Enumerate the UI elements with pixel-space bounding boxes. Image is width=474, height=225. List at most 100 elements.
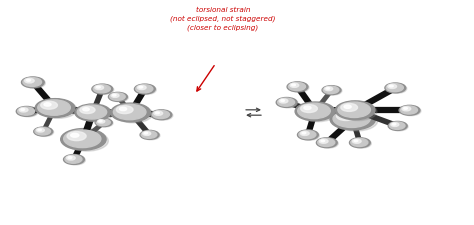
Circle shape: [298, 103, 330, 119]
Circle shape: [83, 108, 89, 111]
Circle shape: [38, 100, 70, 115]
Circle shape: [18, 107, 35, 115]
Circle shape: [340, 113, 348, 117]
Circle shape: [24, 78, 46, 88]
Circle shape: [279, 99, 288, 103]
Circle shape: [109, 92, 128, 101]
Circle shape: [321, 140, 325, 142]
Circle shape: [301, 131, 309, 135]
Circle shape: [317, 138, 337, 148]
Circle shape: [115, 105, 153, 123]
Circle shape: [322, 86, 341, 94]
Circle shape: [302, 132, 306, 134]
Circle shape: [92, 84, 113, 94]
Circle shape: [388, 84, 397, 88]
Circle shape: [137, 86, 146, 90]
Circle shape: [351, 138, 368, 146]
Circle shape: [325, 87, 333, 91]
Circle shape: [335, 111, 378, 131]
Circle shape: [111, 103, 151, 122]
Circle shape: [18, 108, 38, 117]
Circle shape: [71, 133, 79, 137]
Circle shape: [143, 132, 151, 135]
Circle shape: [23, 78, 42, 86]
Circle shape: [36, 128, 45, 132]
Circle shape: [152, 110, 169, 119]
Circle shape: [35, 128, 51, 135]
Circle shape: [142, 131, 160, 140]
Circle shape: [135, 84, 155, 94]
Circle shape: [95, 119, 112, 127]
Circle shape: [304, 106, 311, 110]
Circle shape: [318, 138, 335, 146]
Circle shape: [75, 104, 111, 121]
Circle shape: [300, 131, 319, 140]
Circle shape: [117, 106, 133, 114]
Circle shape: [386, 84, 403, 92]
Circle shape: [330, 108, 375, 130]
Circle shape: [390, 122, 408, 131]
Circle shape: [388, 122, 407, 130]
Circle shape: [344, 105, 351, 108]
Circle shape: [385, 83, 406, 93]
Circle shape: [93, 85, 110, 93]
Circle shape: [301, 105, 318, 112]
Circle shape: [337, 111, 356, 121]
Circle shape: [295, 102, 335, 121]
Circle shape: [281, 100, 284, 101]
Circle shape: [341, 104, 357, 111]
Circle shape: [339, 103, 377, 121]
Circle shape: [21, 77, 44, 88]
Circle shape: [80, 106, 95, 114]
Circle shape: [139, 86, 143, 88]
Circle shape: [392, 123, 396, 125]
Circle shape: [111, 94, 119, 97]
Circle shape: [349, 138, 370, 148]
Circle shape: [298, 130, 318, 140]
Circle shape: [333, 110, 370, 128]
Circle shape: [79, 106, 113, 122]
Circle shape: [65, 155, 82, 163]
Circle shape: [61, 129, 106, 150]
Circle shape: [137, 85, 156, 94]
Circle shape: [41, 101, 57, 109]
Circle shape: [136, 85, 153, 93]
Circle shape: [278, 98, 295, 106]
Circle shape: [96, 119, 110, 126]
Circle shape: [390, 122, 405, 129]
Circle shape: [289, 83, 309, 92]
Circle shape: [141, 131, 157, 138]
Circle shape: [95, 86, 103, 90]
Circle shape: [44, 103, 51, 106]
Circle shape: [109, 93, 125, 100]
Circle shape: [402, 107, 411, 111]
Circle shape: [352, 139, 371, 148]
Circle shape: [113, 104, 146, 120]
Circle shape: [36, 128, 54, 136]
Circle shape: [65, 131, 109, 151]
Circle shape: [94, 85, 114, 94]
Circle shape: [151, 110, 172, 120]
Circle shape: [299, 130, 316, 139]
Circle shape: [153, 111, 173, 120]
Circle shape: [68, 157, 72, 158]
Circle shape: [16, 106, 37, 116]
Circle shape: [387, 84, 407, 93]
Circle shape: [278, 99, 298, 108]
Circle shape: [99, 120, 102, 122]
Circle shape: [390, 85, 393, 87]
Text: torsional strain
(not eclipsed, not staggered)
(closer to eclipsing): torsional strain (not eclipsed, not stag…: [170, 7, 275, 31]
Circle shape: [338, 102, 371, 117]
Circle shape: [324, 87, 342, 95]
Circle shape: [401, 106, 418, 114]
Circle shape: [67, 132, 86, 141]
Circle shape: [38, 129, 41, 131]
Circle shape: [335, 101, 375, 120]
Circle shape: [154, 111, 163, 115]
Circle shape: [326, 88, 329, 89]
Circle shape: [64, 130, 101, 148]
Circle shape: [399, 105, 420, 115]
Circle shape: [352, 139, 361, 143]
Circle shape: [25, 79, 34, 83]
Circle shape: [34, 127, 53, 136]
